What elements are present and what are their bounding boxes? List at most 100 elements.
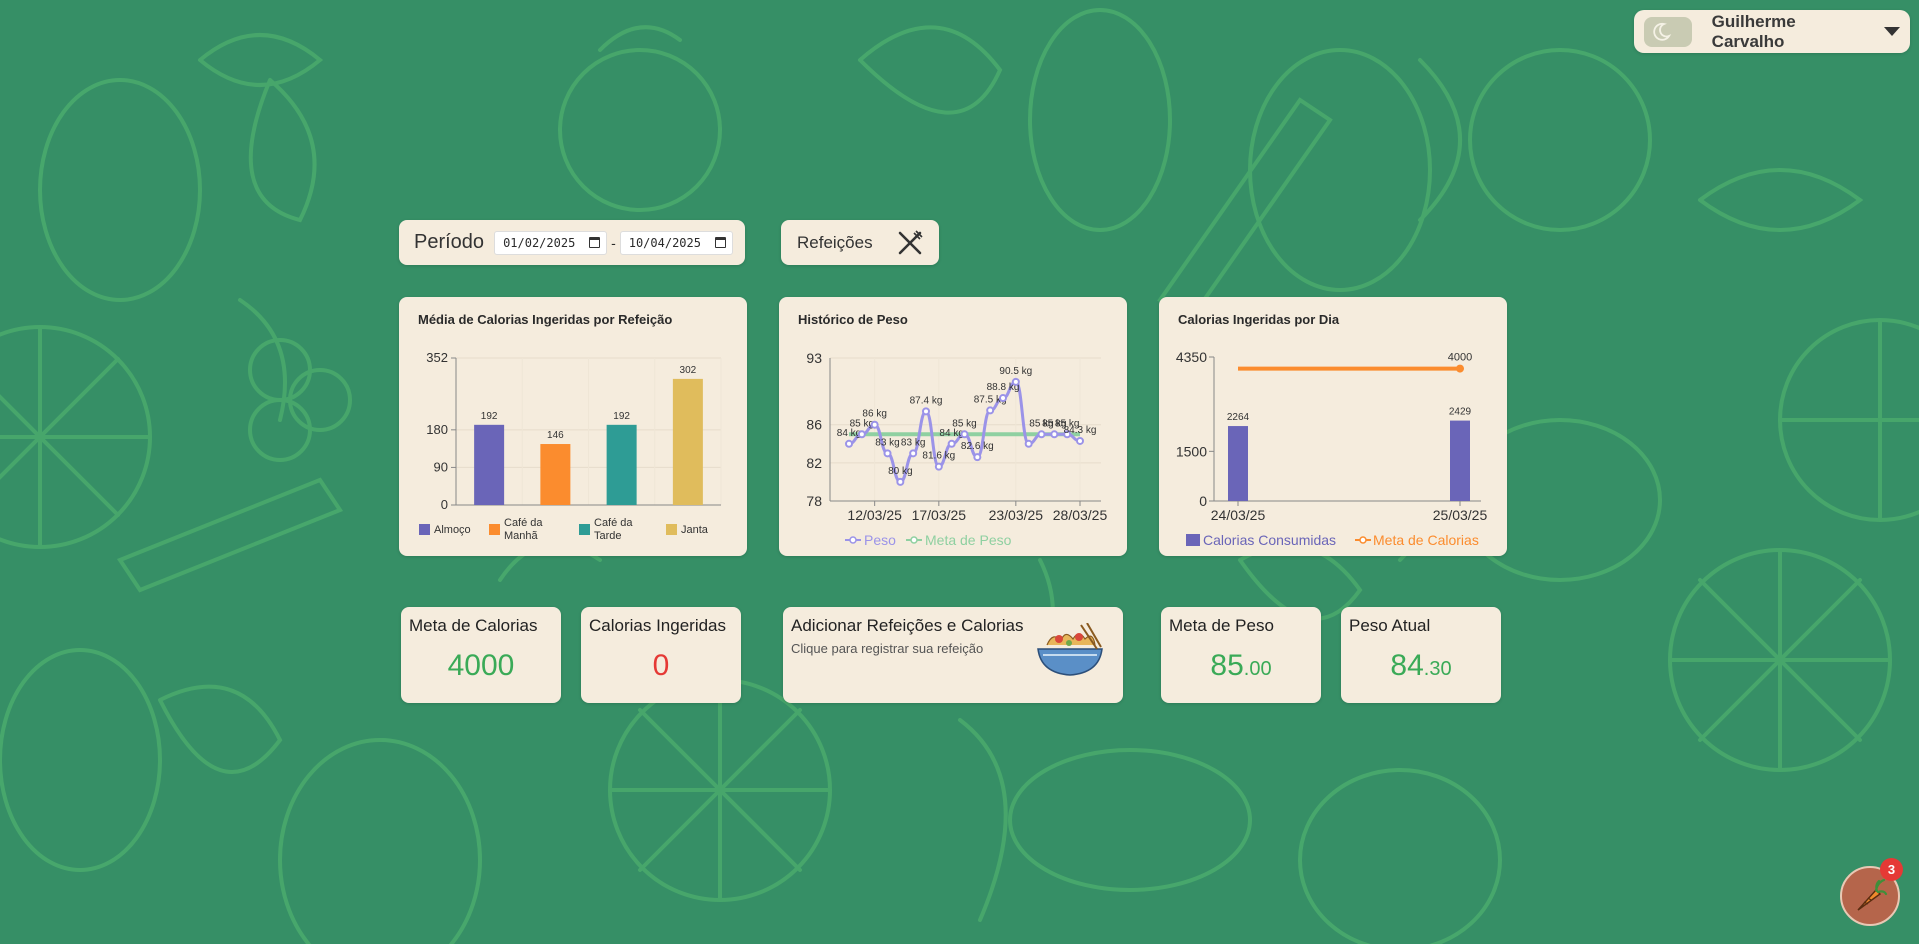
weight-goal-value: 85.00 <box>1161 649 1321 683</box>
moon-icon <box>1653 22 1672 41</box>
calories-eaten-card: Calorias Ingeridas 0 <box>581 607 741 703</box>
calendar-icon[interactable] <box>589 237 601 248</box>
start-date-input[interactable]: 01/02/2025 <box>494 230 608 255</box>
data-point <box>845 439 853 448</box>
bar-value-label: 2264 <box>1227 412 1250 423</box>
data-label: 90.5 kg <box>999 366 1032 377</box>
legend-swatch-dot <box>910 536 918 544</box>
data-label: 4000 <box>1448 352 1472 364</box>
data-point <box>1050 430 1059 439</box>
legend-swatch <box>1186 534 1200 546</box>
user-name: Guilherme Carvalho <box>1711 11 1796 51</box>
y-tick-label: 352 <box>426 350 448 365</box>
data-point <box>986 406 995 415</box>
data-point <box>896 477 905 486</box>
y-tick-label: 86 <box>806 417 822 433</box>
legend-swatch-dot <box>1359 536 1367 544</box>
notification-badge: 3 <box>1880 858 1903 881</box>
data-label: 85 kg <box>1042 418 1066 429</box>
add-meal-card[interactable]: Adicionar Refeições e Calorias Clique pa… <box>783 607 1123 703</box>
x-tick-label: 24/03/25 <box>1211 507 1266 523</box>
weight-goal-label: Meta de Peso <box>1169 616 1274 635</box>
data-label: 84 kg <box>939 428 963 439</box>
data-label: 84.3 kg <box>1064 425 1097 436</box>
data-point <box>1024 439 1033 448</box>
y-tick-label: 180 <box>426 422 448 437</box>
data-label: 80 kg <box>888 466 912 477</box>
data-label: 82.6 kg <box>961 441 994 452</box>
data-point <box>1011 377 1020 386</box>
calorie-goal-label: Meta de Calorias <box>409 616 538 635</box>
legend-label: Janta <box>681 524 709 536</box>
data-point <box>883 449 892 458</box>
data-point <box>857 430 866 439</box>
data-label: 85 kg <box>850 418 874 429</box>
end-date-input[interactable]: 10/04/2025 <box>619 230 733 255</box>
current-weight-card: Peso Atual 84.30 <box>1341 607 1501 703</box>
current-weight-dec: .30 <box>1423 658 1452 680</box>
bar <box>474 424 505 505</box>
date-separator: - <box>611 234 616 251</box>
bar <box>1228 426 1248 501</box>
data-point <box>909 449 918 458</box>
add-meal-title: Adicionar Refeições e Calorias <box>791 616 1024 635</box>
y-tick-label: 0 <box>441 497 448 512</box>
chevron-down-icon[interactable] <box>1884 27 1900 36</box>
legend-label: Café da Manhã <box>504 517 543 542</box>
bar-value-label: 192 <box>481 411 498 422</box>
calendar-icon[interactable] <box>714 237 726 248</box>
weight-history-chart: 78 82 86 93 12/03/25 17/03/25 23/03/25 28/03/25… <box>806 350 1107 548</box>
calorie-goal-card: Meta de Calorias 4000 <box>401 607 561 703</box>
chart-title: Média de Calorias Ingeridas por Refeição <box>418 312 673 327</box>
current-weight-value: 84.30 <box>1341 649 1501 683</box>
x-tick-label: 17/03/25 <box>912 507 967 523</box>
data-label: 81.6 kg <box>922 451 955 462</box>
y-tick-label: 4350 <box>1176 349 1207 365</box>
legend-swatch <box>419 524 430 535</box>
weight-goal-int: 85 <box>1210 649 1244 682</box>
bar-value-label: 2429 <box>1449 407 1472 418</box>
data-point <box>1063 430 1072 439</box>
user-menu[interactable]: Guilherme Carvalho <box>1634 10 1910 53</box>
calories-eaten-label: Calorias Ingeridas <box>589 616 727 635</box>
carrot-icon <box>1857 878 1888 911</box>
data-point <box>870 420 879 429</box>
legend-label: Meta de Calorias <box>1373 532 1479 548</box>
calorie-goal-value: 4000 <box>447 649 515 682</box>
bar <box>672 378 703 505</box>
chart-title: Histórico de Peso <box>798 312 908 327</box>
theme-toggle[interactable] <box>1644 16 1692 47</box>
meal-average-chart-card: Média de Calorias Ingeridas por Refeição… <box>399 297 747 556</box>
meal-average-chart: 0 90 180 352 192 146 192 302 Almoço Café da Manhã C… <box>419 350 722 542</box>
data-point <box>1456 364 1464 373</box>
legend-label: Peso <box>864 532 896 548</box>
data-label: 85 kg <box>1055 418 1079 429</box>
legend-label: Calorias Consumidas <box>1203 532 1336 548</box>
y-tick-label: 1500 <box>1176 443 1207 459</box>
bar-value-label: 146 <box>547 430 564 441</box>
bar <box>540 444 571 505</box>
data-point <box>960 430 969 439</box>
x-tick-label: 23/03/25 <box>989 507 1044 523</box>
data-label: 84 kg <box>837 428 861 439</box>
legend-swatch-dot <box>849 536 857 544</box>
data-label: 87.5 kg <box>974 394 1007 405</box>
meals-button[interactable]: Refeições <box>781 220 939 265</box>
legend-swatch <box>489 524 500 535</box>
data-label: 88.8 kg <box>987 382 1020 393</box>
legend-label: Meta de Peso <box>925 532 1012 548</box>
bar <box>1450 420 1470 501</box>
legend-swatch <box>666 524 677 535</box>
data-point <box>934 462 943 471</box>
legend-label: Café da Tarde <box>594 517 633 542</box>
data-point <box>922 407 930 416</box>
bar-value-label: 192 <box>613 411 630 422</box>
meals-button-label: Refeições <box>797 232 873 252</box>
x-tick-label: 12/03/25 <box>847 507 902 523</box>
current-weight-int: 84 <box>1390 649 1424 682</box>
data-label: 83 kg <box>901 437 925 448</box>
start-date-value: 01/02/2025 <box>503 235 576 250</box>
end-date-value: 10/04/2025 <box>628 235 701 250</box>
bar <box>606 424 637 505</box>
current-weight-label: Peso Atual <box>1349 616 1431 635</box>
